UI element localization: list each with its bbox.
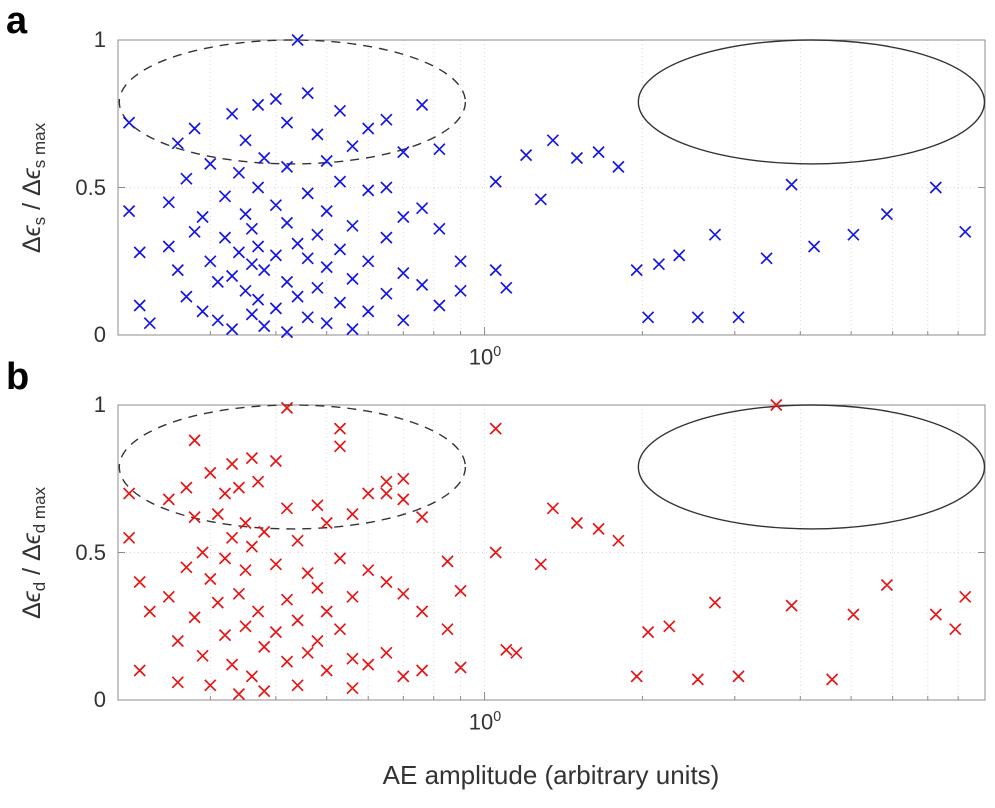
y-tick-b-0: 0 bbox=[93, 687, 106, 712]
y-tick-b-0p5: 0.5 bbox=[75, 540, 106, 565]
panel-b-plot bbox=[117, 398, 986, 701]
panel-a-plot bbox=[117, 33, 986, 339]
panel-a-letter: a bbox=[6, 0, 28, 42]
y-tick-a-0p5: 0.5 bbox=[75, 175, 106, 200]
x-tick-b: 100 bbox=[468, 709, 502, 735]
y-tick-b-1: 1 bbox=[93, 392, 106, 417]
panel-b-letter: b bbox=[6, 356, 30, 398]
solid-ellipse-annotation bbox=[637, 39, 986, 165]
y-tick-a-0: 0 bbox=[93, 322, 106, 347]
scatter-points bbox=[122, 398, 972, 701]
x-axis-label: AE amplitude (arbitrary units) bbox=[382, 760, 720, 790]
dashed-ellipse-annotation bbox=[118, 39, 467, 165]
y-tick-a-1: 1 bbox=[93, 27, 106, 52]
solid-ellipse-annotation bbox=[637, 404, 986, 530]
dashed-ellipse-annotation bbox=[118, 404, 467, 530]
scatter-points bbox=[122, 33, 972, 339]
x-tick-a: 100 bbox=[468, 344, 502, 370]
